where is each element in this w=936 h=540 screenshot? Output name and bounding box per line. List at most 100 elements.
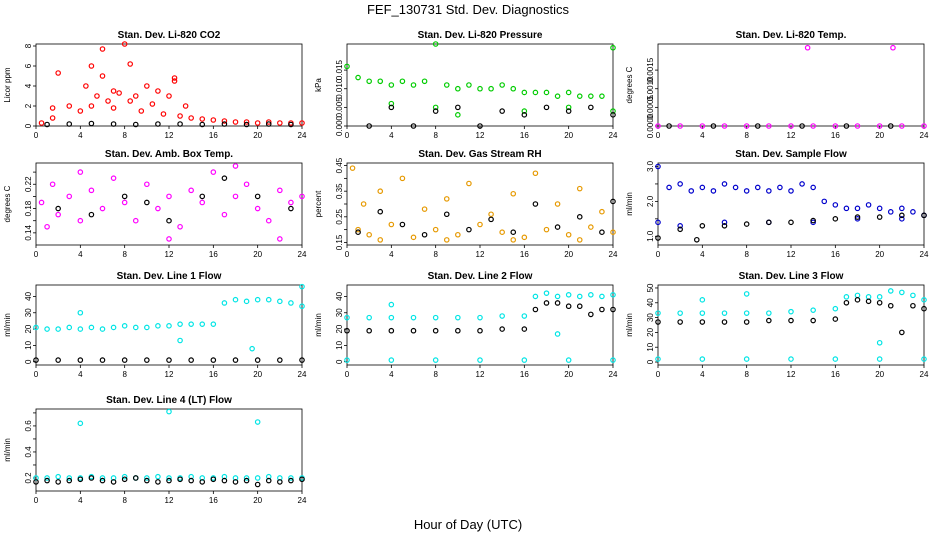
data-point xyxy=(188,187,194,194)
data-point xyxy=(110,175,117,181)
x-tick-label: 0 xyxy=(34,250,39,259)
x-tick-label: 12 xyxy=(476,370,485,379)
data-point xyxy=(33,479,39,485)
chart-panel-amb-box-temp-stddev: Stan. Dev. Amb. Box Temp. 0 4 8 12 16 20 24 0.14… xyxy=(3,149,307,259)
y-tick-label: 50 xyxy=(646,283,655,292)
data-point xyxy=(55,211,61,218)
y-tick-label: 0.005 xyxy=(335,97,344,118)
data-point xyxy=(521,108,528,114)
y-axis-label: ml/min xyxy=(3,313,12,337)
data-point xyxy=(788,308,794,315)
data-point xyxy=(699,356,706,362)
data-point xyxy=(543,104,550,111)
y-tick-label: 0 xyxy=(646,359,655,364)
data-point xyxy=(44,121,50,128)
x-tick-label: 4 xyxy=(78,370,83,379)
data-point xyxy=(554,201,561,207)
data-point xyxy=(166,475,172,481)
data-point xyxy=(887,123,894,129)
data-point xyxy=(443,196,450,202)
figure-title: FEF_130731 Std. Dev. Diagnostics xyxy=(366,2,570,17)
data-point xyxy=(210,117,217,123)
data-point xyxy=(832,216,839,222)
data-point xyxy=(610,291,616,298)
data-point xyxy=(921,297,927,303)
y-tick-label: 30 xyxy=(335,308,344,317)
data-point xyxy=(138,108,145,114)
data-point xyxy=(876,294,883,300)
y-tick-label: 2 xyxy=(24,103,33,108)
y-axis-label: ml/min xyxy=(625,313,634,337)
data-point xyxy=(199,116,206,122)
y-axis-label: ml/min xyxy=(625,192,634,216)
data-point xyxy=(155,205,161,212)
y-tick-label: 20 xyxy=(24,324,33,333)
data-point xyxy=(799,181,805,187)
data-point xyxy=(532,201,539,207)
data-point xyxy=(832,305,839,312)
data-point xyxy=(510,229,517,235)
x-tick-label: 8 xyxy=(122,131,127,140)
data-point xyxy=(144,199,150,206)
x-tick-label: 4 xyxy=(389,370,394,379)
data-point xyxy=(743,356,750,362)
x-tick-label: 4 xyxy=(700,131,705,140)
data-point xyxy=(121,476,128,483)
data-point xyxy=(49,105,56,111)
data-point xyxy=(677,310,683,316)
data-point xyxy=(554,224,561,230)
chart-title: Stan. Dev. Line 1 Flow xyxy=(117,271,222,282)
data-point xyxy=(854,216,861,222)
data-point xyxy=(88,324,95,331)
data-point xyxy=(221,121,228,127)
y-tick-label: 0.015 xyxy=(335,60,344,81)
data-point xyxy=(921,212,927,219)
data-point xyxy=(254,419,261,425)
x-tick-label: 12 xyxy=(165,131,174,140)
x-tick-label: 20 xyxy=(253,250,262,259)
data-point xyxy=(521,313,528,319)
data-point xyxy=(210,321,217,327)
y-tick-label: 10 xyxy=(24,340,33,349)
data-point xyxy=(344,314,350,321)
data-point xyxy=(254,475,261,481)
data-point xyxy=(199,479,206,485)
plot-frame xyxy=(346,162,614,246)
data-point xyxy=(721,123,728,129)
data-point xyxy=(532,89,539,96)
data-point xyxy=(232,357,239,363)
x-tick-label: 0 xyxy=(34,131,39,140)
data-point xyxy=(854,205,861,212)
x-tick-label: 20 xyxy=(875,250,884,259)
data-point xyxy=(243,119,250,125)
x-tick-label: 24 xyxy=(298,131,307,140)
y-tick-label: 0.45 xyxy=(335,157,344,173)
data-point xyxy=(254,205,261,212)
data-point xyxy=(177,337,183,344)
data-point xyxy=(743,221,750,227)
data-point xyxy=(899,205,905,212)
plot-frame xyxy=(35,284,303,366)
data-point xyxy=(655,123,661,129)
data-point xyxy=(543,300,550,306)
data-point xyxy=(699,223,706,229)
data-point xyxy=(754,184,761,191)
data-point xyxy=(121,199,128,206)
data-point xyxy=(766,123,772,129)
data-point xyxy=(899,289,905,296)
data-point xyxy=(599,229,605,235)
data-point xyxy=(710,188,717,194)
data-point xyxy=(44,326,50,332)
data-point xyxy=(88,103,95,109)
plot-frame xyxy=(657,284,925,366)
data-point xyxy=(166,93,172,99)
data-point xyxy=(677,181,683,187)
data-point xyxy=(810,219,816,226)
data-point xyxy=(432,314,439,321)
x-tick-label: 8 xyxy=(433,131,438,140)
data-point xyxy=(288,199,294,206)
x-tick-label: 16 xyxy=(209,496,218,505)
data-point xyxy=(699,319,706,325)
data-point xyxy=(510,85,517,92)
x-tick-label: 12 xyxy=(787,250,796,259)
